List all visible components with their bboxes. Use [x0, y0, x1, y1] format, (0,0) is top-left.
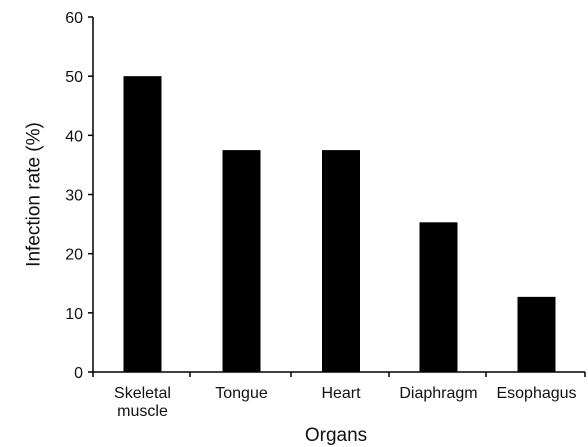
- y-axis-title: Infection rate (%): [24, 122, 45, 267]
- bar: [123, 76, 162, 373]
- y-tick-label: 60: [65, 10, 83, 27]
- y-tick-label: 50: [65, 69, 83, 86]
- bar: [517, 296, 556, 372]
- bar: [419, 222, 458, 372]
- y-tick-label: 10: [65, 306, 83, 323]
- x-tick-label: Skeletal: [114, 385, 171, 402]
- bars: [123, 76, 556, 373]
- y-tick-label: 40: [65, 128, 83, 145]
- x-tick-label: Tongue: [215, 385, 268, 402]
- y-tick-label: 30: [65, 188, 83, 205]
- x-tick-label: Diaphragm: [399, 385, 477, 402]
- x-tick-label: Esophagus: [496, 385, 576, 402]
- y-tick-label: 0: [74, 365, 83, 382]
- bar: [222, 150, 261, 372]
- x-tick-label: Heart: [321, 385, 361, 402]
- bar: [322, 150, 360, 372]
- y-ticks: 0 10 20 30 40 50 60: [65, 10, 93, 382]
- x-axis-title: Organs: [305, 425, 367, 446]
- y-tick-label: 20: [65, 247, 83, 264]
- x-tick-label: muscle: [117, 403, 168, 420]
